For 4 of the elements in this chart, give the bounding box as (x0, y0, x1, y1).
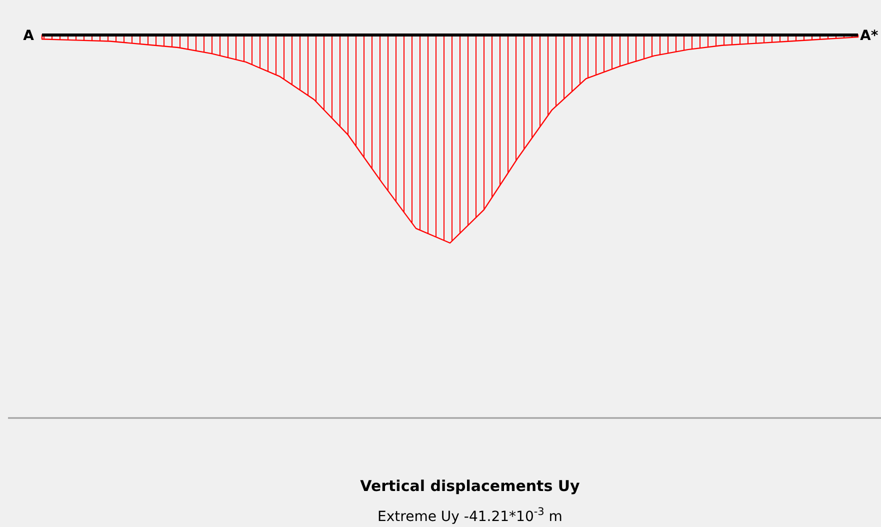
text: Vertical displacements Uy (360, 477, 580, 495)
text: Extreme Uy -41.21*10$^{-3}$ m (378, 506, 562, 525)
text: A* (860, 28, 879, 44)
text: A (23, 28, 34, 44)
